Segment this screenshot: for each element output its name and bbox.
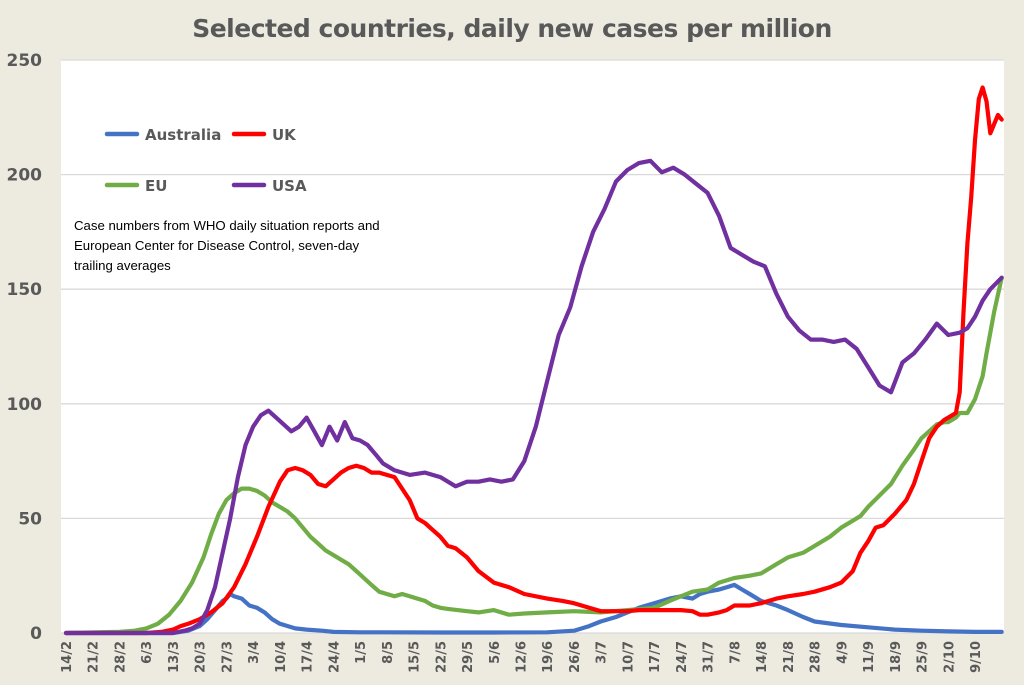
x-tick-label: 19/6	[541, 641, 556, 673]
source-annotation: Case numbers from WHO daily situation re…	[74, 214, 394, 282]
x-tick-label: 24/4	[327, 641, 342, 673]
x-tick-label: 2/10	[942, 641, 957, 673]
legend-label-usa: USA	[272, 177, 307, 195]
plot-area	[61, 60, 1004, 633]
y-axis: 0 50 100 150 200 250	[7, 51, 43, 644]
legend-item-usa: USA	[231, 177, 307, 195]
legend-item-uk: UK	[231, 126, 297, 144]
legend-label-eu: EU	[145, 177, 167, 195]
x-tick-label: 20/3	[194, 641, 209, 673]
x-tick-label: 3/7	[595, 641, 610, 664]
x-tick-label: 7/8	[728, 641, 743, 664]
x-tick-label: 14/2	[60, 641, 75, 673]
x-tick-label: 21/8	[782, 641, 797, 673]
x-tick-label: 9/10	[969, 641, 984, 673]
x-tick-label: 3/4	[247, 641, 262, 664]
series-group	[63, 85, 1004, 636]
x-tick-label: 31/7	[702, 641, 717, 673]
x-tick-label: 14/8	[755, 641, 770, 673]
legend-label-australia: Australia	[145, 126, 221, 144]
series-line-eu	[63, 275, 1004, 636]
y-tick-label: 200	[7, 166, 43, 186]
x-tick-label: 27/3	[220, 641, 235, 673]
series-line-uk	[63, 85, 1004, 636]
x-tick-label: 10/7	[621, 641, 636, 673]
x-tick-label: 29/5	[461, 641, 476, 673]
legend-label-uk: UK	[272, 126, 297, 144]
legend-item-eu: EU	[104, 177, 167, 195]
x-tick-label: 22/5	[434, 641, 449, 673]
chart-title: Selected countries, daily new cases per …	[192, 14, 832, 43]
x-tick-label: 8/5	[381, 641, 396, 664]
x-tick-label: 1/5	[354, 641, 369, 664]
x-tick-label: 17/7	[648, 641, 663, 673]
x-tick-label: 17/4	[301, 641, 316, 673]
x-tick-label: 13/3	[167, 641, 182, 673]
series-line-usa	[63, 158, 1004, 636]
y-tick-label: 100	[7, 395, 43, 415]
legend-item-australia: Australia	[104, 126, 221, 144]
x-tick-label: 15/5	[408, 641, 423, 673]
y-tick-label: 0	[30, 624, 42, 644]
x-tick-label: 4/9	[835, 641, 850, 664]
x-tick-label: 24/7	[675, 641, 690, 673]
x-tick-label: 12/6	[515, 641, 530, 673]
y-tick-label: 50	[18, 509, 42, 529]
x-tick-label: 5/6	[488, 641, 503, 664]
x-tick-label: 6/3	[140, 641, 155, 664]
x-tick-label: 25/9	[916, 641, 931, 673]
legend: Australia UK EU USA	[104, 126, 307, 195]
x-tick-label: 11/9	[862, 641, 877, 673]
x-tick-label: 28/2	[113, 641, 128, 673]
x-tick-label: 10/4	[274, 641, 289, 673]
x-tick-label: 21/2	[87, 641, 102, 673]
x-tick-label: 26/6	[568, 641, 583, 673]
x-tick-label: 18/9	[889, 641, 904, 673]
x-tick-label: 28/8	[809, 641, 824, 673]
y-tick-label: 250	[7, 51, 43, 71]
x-axis: 14/2 21/2 28/2 6/3 13/3 20/3 27/3 3/4 10/4 17/4 24…	[60, 641, 984, 673]
y-tick-label: 150	[7, 280, 43, 300]
